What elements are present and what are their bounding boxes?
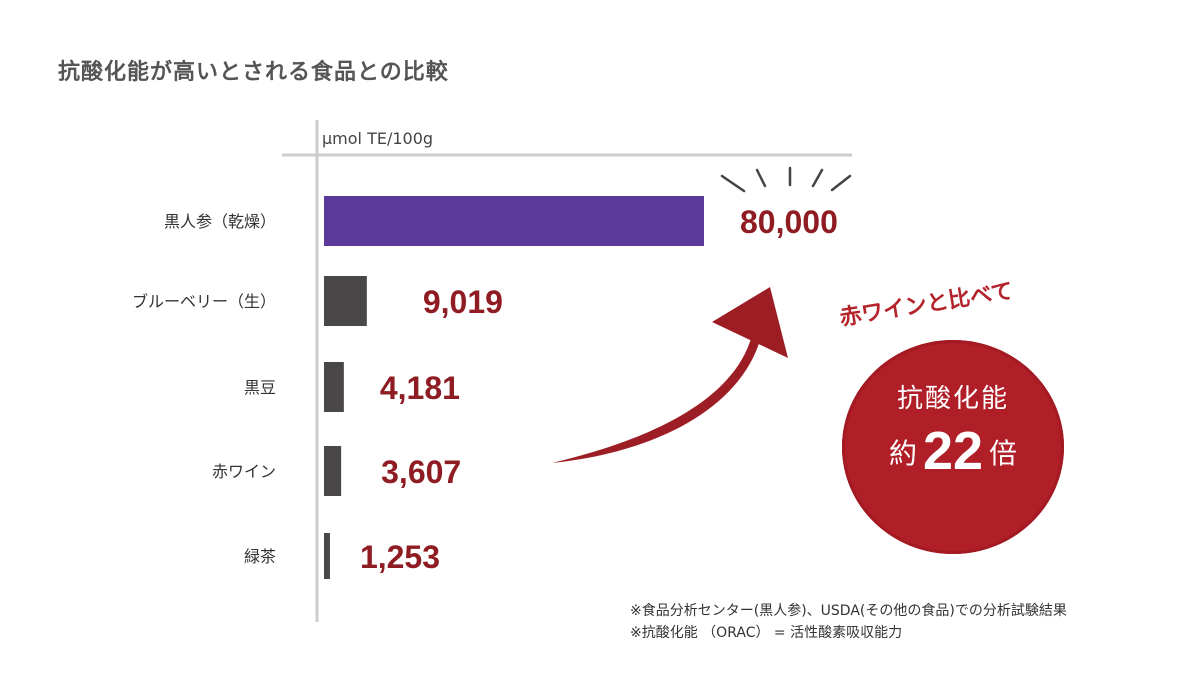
- badge-line2: 約 22 倍: [842, 420, 1064, 482]
- value-label-4: 1,253: [360, 539, 440, 575]
- bars-group: 黒人参（乾燥） 80,000 ブルーベリー（生） 9,019 黒豆 4,181 赤ワイン 3,…: [132, 196, 838, 579]
- category-label-3: 赤ワイン: [212, 462, 276, 481]
- footnote-2: ※抗酸化能 （ORAC） = 活性酸素吸収能力: [630, 625, 903, 641]
- value-label-1: 9,019: [423, 284, 503, 320]
- badge-number: 22: [922, 421, 984, 481]
- footnote-1: ※食品分析センター(黒人参)、USDA(その他の食品)での分析試験結果: [630, 603, 1067, 619]
- badge-prefix: 約: [888, 437, 917, 470]
- highlight-badge: 抗酸化能 約 22 倍: [842, 340, 1064, 554]
- category-label-4: 緑茶: [244, 547, 276, 566]
- bar-4: [324, 533, 330, 579]
- bar-2: [324, 362, 344, 412]
- value-label-2: 4,181: [380, 370, 460, 406]
- footnotes: ※食品分析センター(黒人参)、USDA(その他の食品)での分析試験結果 ※抗酸化…: [630, 600, 1067, 644]
- chart-title: 抗酸化能が高いとされる食品との比較: [58, 60, 449, 85]
- unit-label: μmol TE/100g: [322, 129, 433, 148]
- bar-3: [324, 446, 342, 496]
- bar-0: [324, 196, 704, 246]
- up-arrow: [552, 287, 788, 463]
- badge-suffix: 倍: [989, 437, 1018, 470]
- badge-line1: 抗酸化能: [896, 384, 1009, 414]
- value-label-3: 3,607: [381, 454, 461, 490]
- bar-1: [324, 276, 367, 326]
- burst-lines: [720, 166, 852, 193]
- value-label-0: 80,000: [740, 204, 838, 240]
- category-label-1: ブルーベリー（生）: [132, 292, 276, 311]
- category-label-0: 黒人参（乾燥）: [164, 212, 276, 231]
- category-label-2: 黒豆: [244, 378, 276, 397]
